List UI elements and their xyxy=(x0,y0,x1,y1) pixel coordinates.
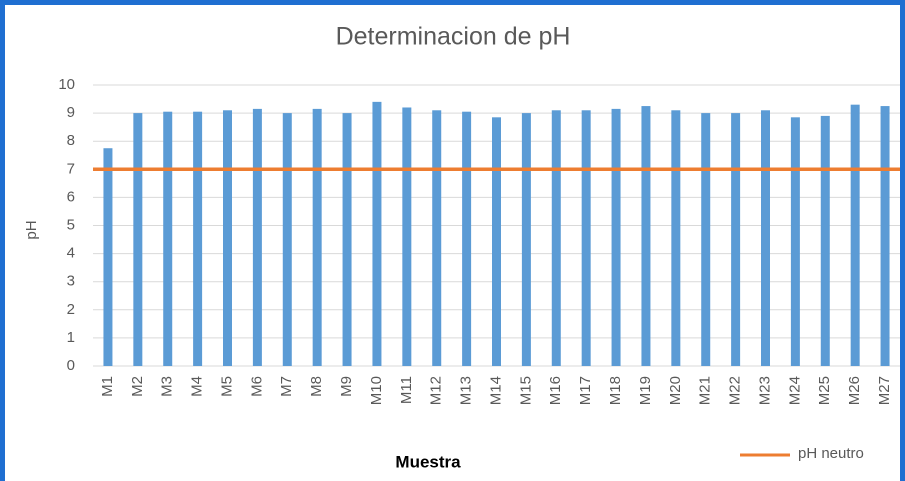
bar xyxy=(372,101,382,367)
bar xyxy=(790,117,800,366)
bar xyxy=(133,113,143,366)
x-tick-label: M11 xyxy=(398,376,415,404)
x-tick-label: M19 xyxy=(637,376,654,405)
x-tick-label: M6 xyxy=(248,376,265,397)
bar xyxy=(671,110,681,366)
bar xyxy=(462,111,472,366)
bar xyxy=(223,110,232,366)
x-tick-label: M3 xyxy=(159,376,176,397)
x-tick-label: M23 xyxy=(756,376,773,405)
y-axis-label: pH xyxy=(23,220,40,239)
bar xyxy=(850,104,860,367)
y-tick-label: 9 xyxy=(67,104,75,121)
bar xyxy=(701,113,711,366)
chart-title: Determinacion de pH xyxy=(336,23,571,51)
x-tick-label: M14 xyxy=(487,376,504,405)
x-tick-label: M7 xyxy=(278,376,295,397)
y-tick-label: 1 xyxy=(67,329,75,346)
y-tick-label: 3 xyxy=(67,273,75,290)
bar xyxy=(193,111,203,366)
bar xyxy=(820,115,830,366)
x-axis-label: Muestra xyxy=(395,452,461,471)
bar xyxy=(252,108,262,366)
bar xyxy=(282,113,292,366)
x-tick-label: M21 xyxy=(697,376,714,405)
x-tick-label: M20 xyxy=(667,376,684,405)
bar xyxy=(432,110,442,366)
x-tick-label: M9 xyxy=(338,376,355,397)
bar xyxy=(312,108,322,366)
y-tick-label: 2 xyxy=(67,301,75,318)
bar xyxy=(731,113,741,366)
bar xyxy=(551,110,561,366)
bar xyxy=(641,106,651,366)
bar xyxy=(761,110,770,366)
x-tick-label: M27 xyxy=(876,376,893,405)
bar xyxy=(103,148,113,366)
y-tick-label: 10 xyxy=(58,76,75,93)
bar xyxy=(521,113,531,366)
x-tick-label: M8 xyxy=(308,376,325,397)
bar xyxy=(163,111,173,366)
x-tick-label: M15 xyxy=(517,376,534,405)
y-tick-label: 8 xyxy=(67,132,75,149)
x-tick-label: M24 xyxy=(786,376,803,405)
x-tick-label: M2 xyxy=(129,376,146,397)
y-tick-label: 0 xyxy=(67,357,75,374)
y-tick-label: 4 xyxy=(67,245,75,262)
bar xyxy=(880,106,890,366)
bar xyxy=(611,108,621,366)
x-tick-label: M4 xyxy=(189,376,206,397)
y-tick-label: 7 xyxy=(67,160,75,177)
x-tick-label: M5 xyxy=(218,376,235,397)
bar xyxy=(402,107,412,366)
bar xyxy=(581,110,591,366)
legend-label: pH neutro xyxy=(798,445,864,462)
y-tick-label: 5 xyxy=(67,216,75,233)
y-tick-label: 6 xyxy=(67,188,75,205)
x-tick-label: M1 xyxy=(99,376,116,397)
bar xyxy=(492,117,501,366)
x-tick-label: M12 xyxy=(428,376,445,405)
x-tick-label: M13 xyxy=(458,376,475,405)
x-tick-label: M22 xyxy=(727,376,744,405)
x-tick-label: M25 xyxy=(816,376,833,405)
x-tick-label: M10 xyxy=(368,376,385,405)
x-tick-label: M17 xyxy=(577,376,594,405)
x-tick-label: M26 xyxy=(846,376,863,405)
x-tick-label: M16 xyxy=(547,376,564,405)
bar xyxy=(342,113,352,366)
x-tick-label: M18 xyxy=(607,376,624,405)
